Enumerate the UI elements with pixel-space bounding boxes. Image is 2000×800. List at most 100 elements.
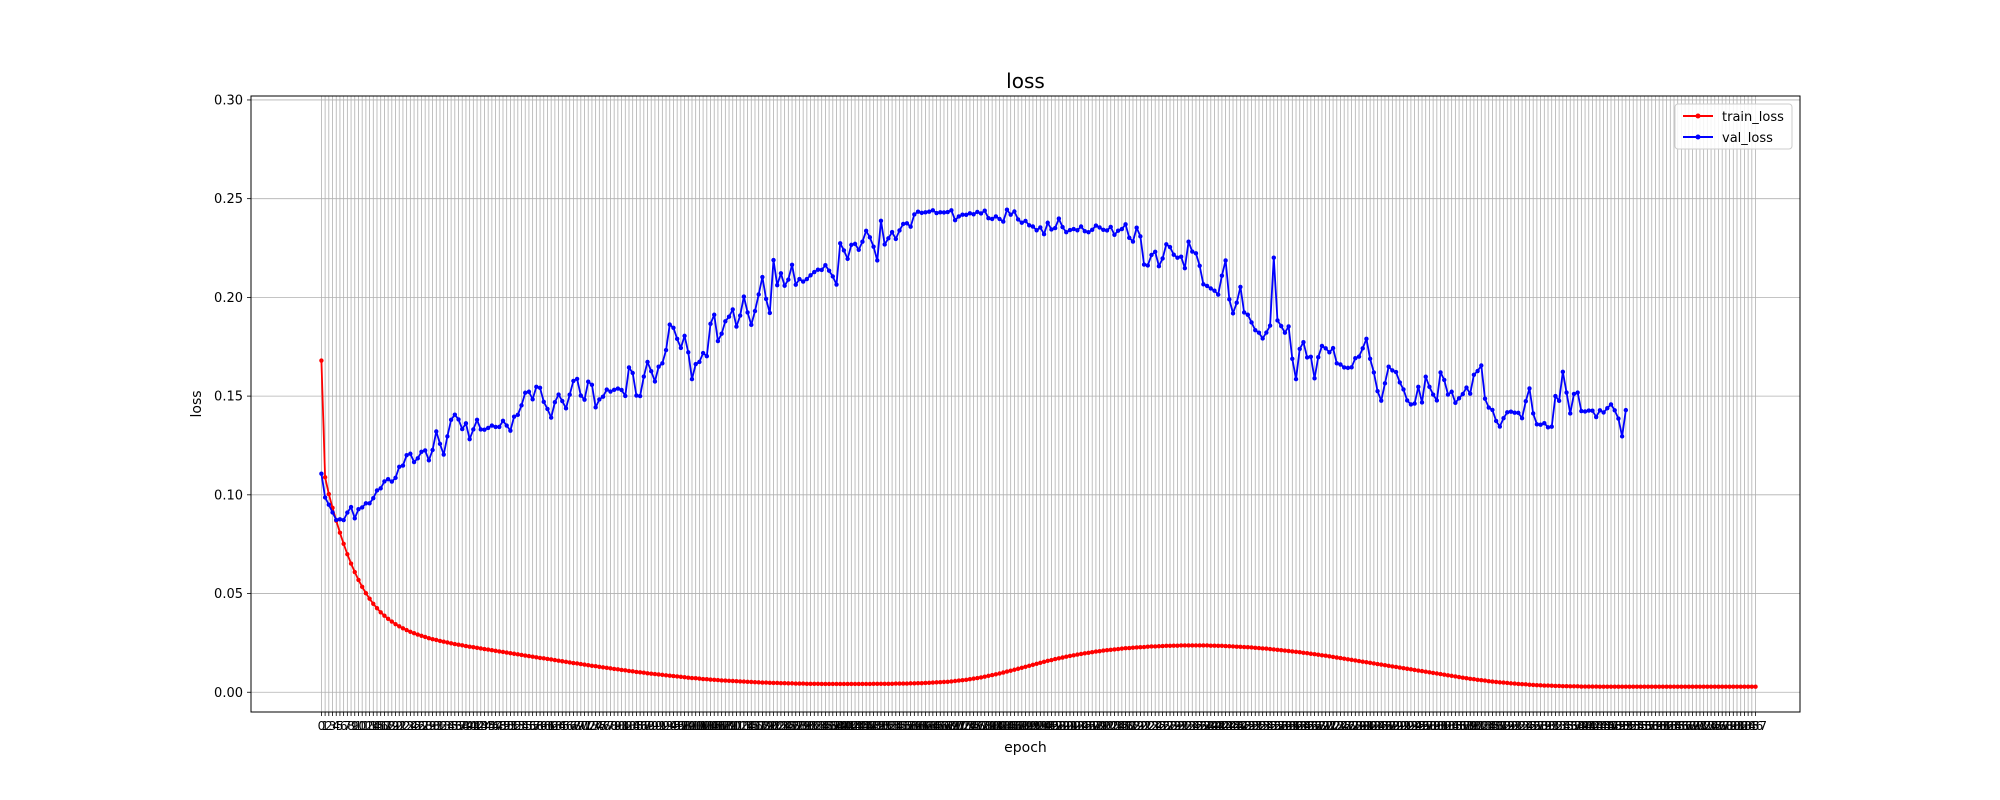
val_loss-point — [1486, 405, 1491, 410]
val_loss-point — [782, 283, 787, 288]
train_loss-point — [359, 584, 365, 590]
train_loss-point — [463, 643, 469, 649]
train_loss-point — [322, 475, 328, 480]
train_loss-point — [526, 653, 532, 659]
val_loss-point — [1149, 252, 1154, 258]
x-tick-label: 40 — [462, 719, 477, 733]
x-tick-label: 20 — [388, 719, 403, 733]
val_loss-point — [352, 516, 357, 521]
x-tick-label: 18 — [380, 719, 395, 733]
x-tick-label: 231 — [1166, 719, 1189, 733]
train_loss-point — [382, 613, 387, 618]
train_loss-point — [623, 668, 628, 673]
x-tick-label: 197 — [1040, 719, 1063, 733]
val_loss-point — [889, 229, 895, 235]
x-tick-label: 248 — [1229, 719, 1252, 733]
train_loss-point — [1038, 660, 1043, 666]
x-tick-label: 21 — [392, 719, 407, 733]
x-tick-label: 175 — [958, 719, 981, 733]
train_loss-point — [712, 677, 717, 683]
train_loss-point — [697, 676, 702, 681]
val_loss-point — [1393, 369, 1399, 375]
val_loss-point — [1397, 380, 1402, 385]
train_loss-point — [1497, 680, 1503, 685]
x-tick-label: 330 — [1533, 719, 1556, 733]
train_loss-point — [408, 629, 413, 635]
x-tick-label: 127 — [781, 719, 804, 733]
train_loss-point — [1245, 645, 1251, 650]
x-tick-label: 42 — [469, 719, 484, 733]
x-tick-label: 265 — [1292, 719, 1315, 733]
x-tick-label: 68 — [566, 719, 581, 733]
x-tick-label: 234 — [1177, 719, 1200, 733]
x-tick-label: 128 — [784, 719, 807, 733]
train_loss-point — [1293, 649, 1299, 654]
val_loss-point — [1141, 262, 1147, 267]
x-tick-label: 271 — [1314, 719, 1337, 733]
train_loss-point — [760, 680, 765, 685]
x-tick-label: 37 — [451, 719, 466, 733]
train_loss-point — [967, 677, 973, 682]
val_loss-point — [901, 221, 906, 227]
val_loss-point — [1112, 232, 1117, 237]
x-tick-label: 164 — [918, 719, 941, 733]
train_loss-point — [1090, 649, 1095, 655]
train_loss-point — [1605, 684, 1610, 689]
train_loss-point — [356, 577, 361, 583]
train_loss-point — [1075, 652, 1080, 657]
train_loss-point — [493, 648, 498, 653]
val_loss-point — [878, 218, 884, 223]
train_loss-point — [497, 649, 502, 654]
val_loss-point — [1453, 400, 1458, 406]
val_loss-point — [1330, 345, 1336, 351]
train_loss-point — [819, 681, 824, 687]
train_loss-point — [849, 681, 854, 687]
x-tick-label: 316 — [1481, 719, 1504, 733]
train_loss-point — [1353, 658, 1358, 663]
val_loss-point — [1493, 418, 1499, 424]
x-tick-label: 178 — [970, 719, 993, 733]
val_loss-point — [838, 241, 843, 246]
series — [319, 207, 1758, 689]
val_loss-point — [637, 393, 643, 399]
val_loss-point — [930, 208, 936, 213]
x-tick-label: 5 — [336, 719, 344, 733]
x-tick-label: 218 — [1118, 719, 1141, 733]
train_loss-point — [889, 681, 895, 686]
x-tick-label: 348 — [1600, 719, 1623, 733]
x-tick-label: 188 — [1007, 719, 1030, 733]
val_loss-point — [567, 392, 572, 397]
train_loss-point — [611, 666, 617, 672]
y-tick-label: 0.30 — [214, 93, 243, 108]
train_loss-point — [1145, 644, 1150, 649]
train_loss-point — [1719, 684, 1725, 689]
val_loss-point — [1456, 396, 1462, 401]
x-tick-label: 116 — [740, 719, 763, 733]
train_loss-point — [1030, 662, 1036, 668]
x-tick-label: 121 — [758, 719, 781, 733]
train_loss-point — [1519, 681, 1525, 687]
val_loss-point — [1019, 220, 1024, 225]
train_loss-point — [1556, 683, 1562, 689]
val_loss-point — [1582, 409, 1588, 414]
val_loss-point — [1353, 355, 1358, 361]
x-tick-label: 359 — [1640, 719, 1663, 733]
train_loss-point — [1104, 648, 1110, 653]
train_loss-point — [1345, 657, 1351, 662]
train_loss-point — [704, 677, 710, 682]
train_loss-point — [1708, 684, 1714, 689]
train_loss-point — [1115, 646, 1121, 652]
x-tick-label: 75 — [592, 719, 607, 733]
train_loss-point — [971, 676, 976, 681]
train_loss-point — [1597, 684, 1603, 689]
val_loss-point — [708, 321, 713, 327]
train_loss-point — [1141, 644, 1147, 650]
x-tick-label: 174 — [955, 719, 978, 733]
val_loss-point — [1115, 228, 1121, 233]
val_loss-point — [1471, 372, 1477, 377]
val_loss-point — [359, 505, 365, 510]
train_loss-point — [1582, 684, 1588, 689]
x-tick-label: 180 — [977, 719, 1000, 733]
train_loss-point — [608, 666, 613, 671]
x-tick-label: 79 — [607, 719, 622, 733]
